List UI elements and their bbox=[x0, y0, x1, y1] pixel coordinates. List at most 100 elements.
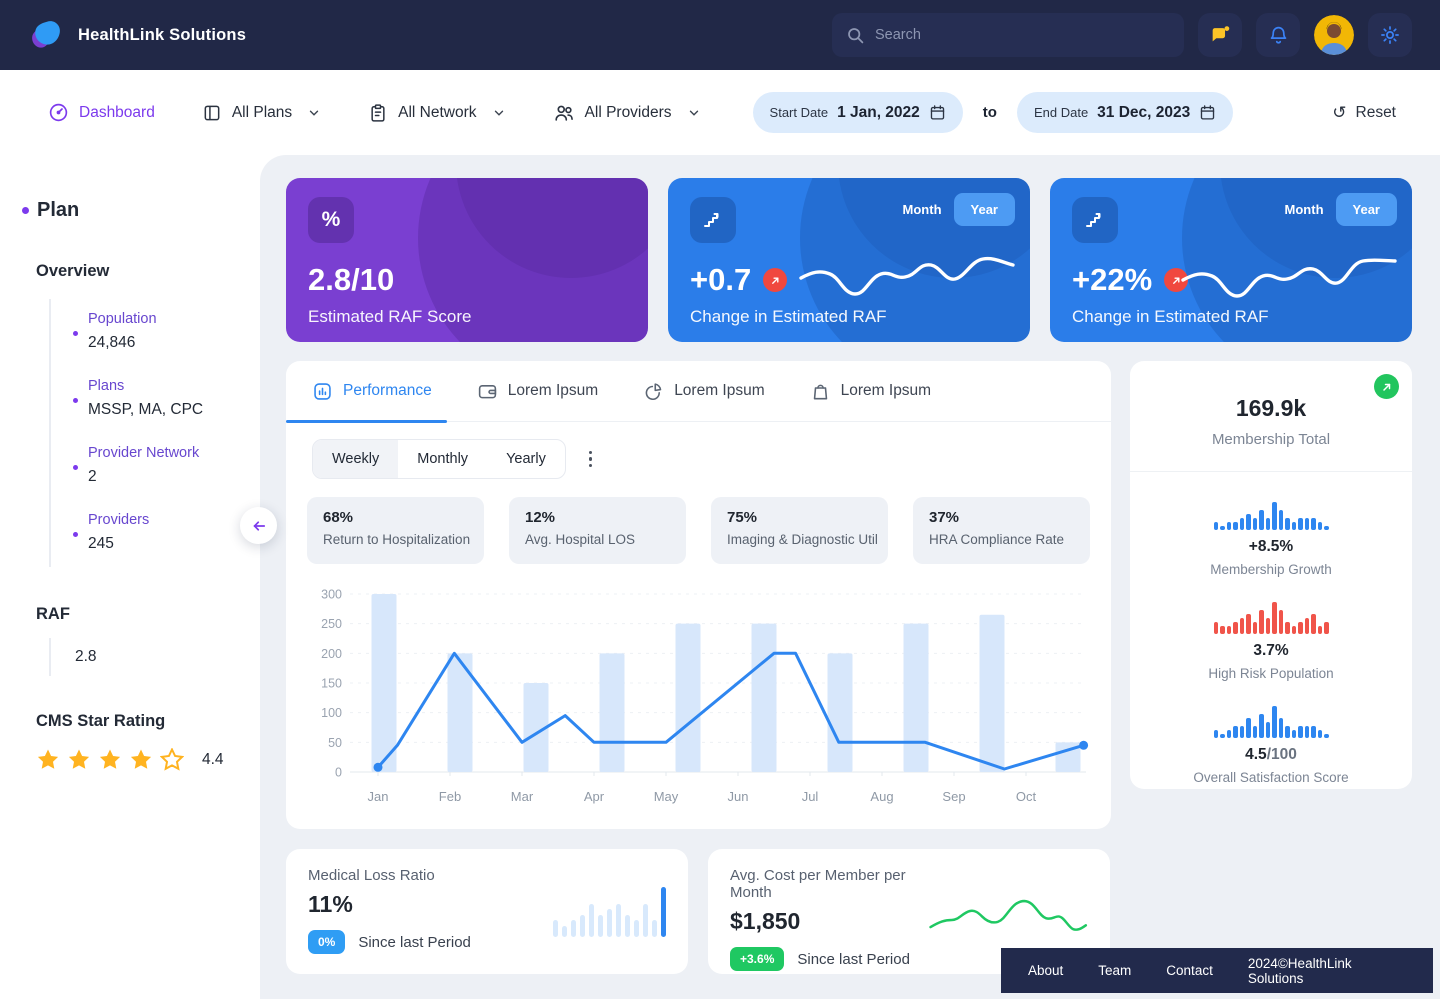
month-toggle[interactable]: Month bbox=[1284, 202, 1324, 217]
raf-change-value: +0.7 bbox=[690, 262, 752, 297]
provider-network-label[interactable]: Provider Network bbox=[88, 445, 200, 461]
overview-list: Population 24,846 Plans MSSP, MA, CPC Pr… bbox=[49, 299, 260, 567]
star-icons bbox=[36, 748, 184, 771]
arrow-left-icon bbox=[250, 517, 268, 535]
svg-text:Apr: Apr bbox=[584, 789, 605, 804]
chart-controls: Weekly Monthly Yearly bbox=[286, 422, 1111, 487]
svg-text:Aug: Aug bbox=[870, 789, 893, 804]
search-bar[interactable] bbox=[832, 13, 1184, 57]
raf-score-value: 2.8/10 bbox=[308, 262, 395, 297]
sidebar-collapse-button[interactable] bbox=[240, 507, 277, 544]
raf-change-card-year: Month Year +22% Change in Estimated RAF bbox=[1050, 178, 1412, 342]
period-segmented-control: Weekly Monthly Yearly bbox=[312, 439, 566, 479]
start-date-label: Start Date bbox=[769, 105, 829, 120]
mlr-minichart bbox=[553, 886, 666, 937]
all-network-dropdown[interactable]: All Network bbox=[368, 103, 505, 123]
footer-link-team[interactable]: Team bbox=[1098, 963, 1132, 978]
tab-performance[interactable]: Performance bbox=[312, 381, 432, 402]
plans-value: MSSP, MA, CPC bbox=[88, 401, 204, 418]
membership-panel: 169.9k Membership Total +8.5% Membership… bbox=[1130, 361, 1412, 789]
population-value: 24,846 bbox=[88, 334, 136, 351]
expand-button[interactable] bbox=[1374, 374, 1399, 399]
all-providers-dropdown[interactable]: All Providers bbox=[553, 102, 701, 124]
brand-name: HealthLink Solutions bbox=[78, 25, 247, 44]
satisfaction-value: 4.5 bbox=[1245, 746, 1267, 763]
overview-heading: Overview bbox=[36, 262, 110, 280]
high-risk-minichart bbox=[1130, 600, 1412, 634]
messages-button[interactable] bbox=[1198, 13, 1242, 57]
footer-link-about[interactable]: About bbox=[1028, 963, 1064, 978]
raf-heading: RAF bbox=[36, 605, 70, 623]
footer-link-contact[interactable]: Contact bbox=[1166, 963, 1213, 978]
pie-chart-icon bbox=[643, 381, 664, 402]
all-plans-dropdown[interactable]: All Plans bbox=[202, 103, 321, 123]
arrow-up-right-icon bbox=[1382, 383, 1390, 391]
mlr-title: Medical Loss Ratio bbox=[308, 867, 435, 884]
start-date-picker[interactable]: Start Date 1 Jan, 2022 bbox=[752, 92, 963, 133]
sidebar-item-population: Population 24,846 bbox=[51, 299, 260, 366]
footer-copyright: 2024©HealthLink Solutions bbox=[1247, 955, 1352, 986]
sidebar-item-providers: Providers 245 bbox=[51, 500, 260, 567]
main-content: % 2.8/10 Estimated RAF Score Month Year … bbox=[260, 155, 1440, 999]
svg-text:300: 300 bbox=[321, 588, 342, 602]
trend-up-icon bbox=[763, 268, 788, 292]
brand-logo-icon bbox=[28, 16, 66, 54]
year-toggle[interactable]: Year bbox=[1335, 193, 1397, 226]
notifications-button[interactable] bbox=[1256, 13, 1300, 57]
avg-cost-title: Avg. Cost per Member per Month bbox=[730, 867, 906, 901]
kpi-row: 68% Return to Hospitalization 12% Avg. H… bbox=[286, 487, 1111, 570]
kpi-label: Return to Hospitalization bbox=[323, 532, 471, 547]
population-label[interactable]: Population bbox=[88, 311, 157, 327]
chevron-down-icon bbox=[307, 106, 321, 120]
month-toggle[interactable]: Month bbox=[902, 202, 942, 217]
tab-lorem-3[interactable]: Lorem Ipsum bbox=[810, 381, 931, 402]
svg-text:Mar: Mar bbox=[511, 789, 534, 804]
reset-button[interactable]: ↺ Reset bbox=[1332, 104, 1396, 122]
more-options-button[interactable] bbox=[585, 447, 597, 472]
period-monthly[interactable]: Monthly bbox=[417, 451, 469, 467]
end-date-value: 31 Dec, 2023 bbox=[1097, 103, 1191, 121]
dashboard-icon bbox=[48, 102, 69, 123]
provider-network-value: 2 bbox=[88, 468, 97, 485]
high-risk-population-stat: 3.7% High Risk Population bbox=[1130, 600, 1412, 681]
membership-total-value: 169.9k bbox=[1235, 395, 1307, 421]
cms-star-rating-heading: CMS Star Rating bbox=[36, 712, 166, 730]
high-risk-label: High Risk Population bbox=[1208, 666, 1334, 681]
cms-rating-value: 4.4 bbox=[202, 750, 224, 768]
search-icon bbox=[846, 26, 865, 45]
search-input[interactable] bbox=[875, 27, 1170, 43]
bell-icon bbox=[1268, 25, 1289, 46]
svg-text:Jun: Jun bbox=[728, 789, 749, 804]
kpi-value: 75% bbox=[727, 509, 758, 526]
cost-sparkline bbox=[928, 899, 1087, 931]
satisfaction-suffix: /100 bbox=[1266, 746, 1297, 763]
svg-text:Feb: Feb bbox=[439, 789, 461, 804]
item-bullet bbox=[73, 331, 78, 336]
year-toggle[interactable]: Year bbox=[953, 193, 1015, 226]
all-plans-label: All Plans bbox=[231, 103, 293, 121]
date-range-to-label: to bbox=[982, 104, 997, 121]
chat-icon bbox=[1209, 24, 1231, 46]
providers-label[interactable]: Providers bbox=[88, 512, 150, 528]
tab-lorem-1[interactable]: Lorem Ipsum bbox=[477, 381, 598, 402]
start-date-value: 1 Jan, 2022 bbox=[837, 103, 920, 121]
dashboard-link[interactable]: Dashboard bbox=[48, 102, 155, 123]
performance-card: Performance Lorem Ipsum bbox=[286, 361, 1111, 829]
user-avatar[interactable] bbox=[1314, 15, 1354, 55]
svg-text:Sep: Sep bbox=[942, 789, 965, 804]
tab-lorem-2[interactable]: Lorem Ipsum bbox=[643, 381, 765, 402]
settings-button[interactable] bbox=[1368, 13, 1412, 57]
end-date-picker[interactable]: End Date 31 Dec, 2023 bbox=[1016, 92, 1234, 133]
svg-text:50: 50 bbox=[328, 736, 342, 750]
period-weekly[interactable]: Weekly bbox=[313, 440, 399, 478]
raf-value: 2.8 bbox=[49, 638, 260, 676]
svg-text:Jul: Jul bbox=[802, 789, 819, 804]
calendar-icon bbox=[1199, 104, 1216, 121]
item-bullet bbox=[73, 465, 78, 470]
kpi-value: 12% bbox=[525, 509, 556, 526]
plans-label[interactable]: Plans bbox=[88, 378, 125, 394]
svg-text:Jan: Jan bbox=[368, 789, 389, 804]
period-yearly[interactable]: Yearly bbox=[506, 451, 546, 467]
raf-score-label: Estimated RAF Score bbox=[308, 307, 472, 326]
raf-change-card-month: Month Year +0.7 Change in Estimated RAF bbox=[668, 178, 1030, 342]
